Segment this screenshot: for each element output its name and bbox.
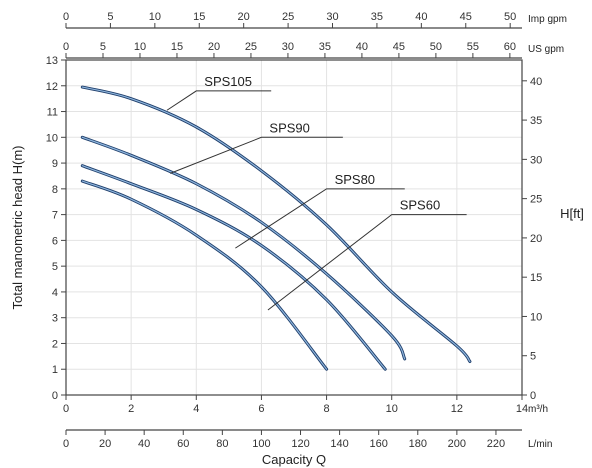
bottom-m3h-unit: m³/h xyxy=(528,404,548,415)
right-axis-tick-label: 5 xyxy=(530,351,536,363)
left-axis-tick-label: 4 xyxy=(52,287,58,299)
top-us-gpm-axis-tick-label: 10 xyxy=(134,41,146,53)
left-axis-tick-label: 11 xyxy=(47,107,58,119)
bottom-lmin-axis-unit: L/min xyxy=(528,439,552,450)
top-imp-gpm-axis-tick-label: 25 xyxy=(282,11,294,23)
top-us-gpm-axis-tick-label: 60 xyxy=(504,41,516,53)
plot-frame xyxy=(65,59,523,396)
top-us-gpm-axis-unit: US gpm xyxy=(528,44,564,55)
left-axis-tick-label: 9 xyxy=(52,158,58,170)
bottom-axis-title: Capacity Q xyxy=(262,452,326,467)
bottom-lmin-axis-tick-label: 120 xyxy=(291,438,309,450)
curve-sps60 xyxy=(81,180,328,370)
left-axis-tick-label: 7 xyxy=(52,210,58,222)
curve-label-sps105: SPS105 xyxy=(204,74,252,89)
leader-line-sps80 xyxy=(235,188,405,249)
top-us-gpm-axis-tick-label: 40 xyxy=(356,41,368,53)
bottom-m3h-tick-label: 12 xyxy=(451,403,463,415)
top-imp-gpm-axis-tick-label: 40 xyxy=(415,11,427,23)
bottom-m3h-tick-label: 2 xyxy=(128,403,134,415)
bottom-m3h-tick-label: 0 xyxy=(63,403,69,415)
top-us-gpm-axis-tick-label: 45 xyxy=(393,41,405,53)
bottom-lmin-axis-tick-label: 80 xyxy=(216,438,228,450)
curve-sps80 xyxy=(81,165,386,370)
bottom-lmin-axis-tick-label: 20 xyxy=(99,438,111,450)
top-us-gpm-axis-tick-label: 20 xyxy=(208,41,220,53)
bottom-lmin-axis-tick-label: 100 xyxy=(252,438,270,450)
top-us-gpm-axis-tick-label: 25 xyxy=(245,41,257,53)
left-axis-tick-label: 10 xyxy=(46,132,58,144)
top-imp-gpm-axis-tick-label: 45 xyxy=(460,11,472,23)
left-axis-tick-label: 0 xyxy=(52,390,58,402)
top-imp-gpm-axis-tick-label: 35 xyxy=(371,11,383,23)
top-us-gpm-axis-tick-label: 50 xyxy=(430,41,442,53)
bottom-m3h-tick-label: 14 xyxy=(516,403,528,415)
left-axis-tick-label: 2 xyxy=(52,338,58,350)
bottom-lmin-axis-tick-label: 60 xyxy=(177,438,189,450)
bottom-lmin-axis-tick-label: 160 xyxy=(370,438,388,450)
bottom-lmin-axis-tick-label: 140 xyxy=(330,438,348,450)
curve-label-sps60: SPS60 xyxy=(400,198,440,213)
top-us-gpm-axis-tick-label: 5 xyxy=(100,41,106,53)
right-axis-tick-label: 35 xyxy=(530,115,542,127)
bottom-lmin-axis-tick-label: 40 xyxy=(138,438,150,450)
top-us-gpm-axis-tick-label: 30 xyxy=(282,41,294,53)
curve-label-sps80: SPS80 xyxy=(335,172,375,187)
top-imp-gpm-axis-tick-label: 15 xyxy=(193,11,205,23)
left-axis-tick-label: 6 xyxy=(52,235,58,247)
right-axis-tick-label: 15 xyxy=(530,272,542,284)
left-axis-tick-label: 13 xyxy=(46,55,58,67)
bottom-m3h-tick-label: 4 xyxy=(193,403,199,415)
right-axis-tick-label: 30 xyxy=(530,154,542,166)
left-axis-title: Total manometric head H(m) xyxy=(10,146,25,310)
right-axis-tick-label: 20 xyxy=(530,233,542,245)
left-axis-tick-label: 3 xyxy=(52,313,58,325)
left-axis-tick-label: 8 xyxy=(52,184,58,196)
curve-sps90 xyxy=(81,136,406,360)
leader-line-sps105 xyxy=(166,90,272,111)
left-axis-tick-label: 5 xyxy=(52,261,58,273)
top-imp-gpm-axis-unit: Imp gpm xyxy=(528,14,567,25)
right-axis-tick-label: 0 xyxy=(530,390,536,402)
curve-sps60-outline xyxy=(80,179,329,371)
top-us-gpm-axis-tick-label: 35 xyxy=(319,41,331,53)
top-imp-gpm-axis-tick-label: 20 xyxy=(238,11,250,23)
curve-labels: SPS105 SPS90 SPS80 SPS60 xyxy=(166,74,467,311)
left-axis-tick-label: 12 xyxy=(46,81,58,93)
performance-curves xyxy=(80,85,472,371)
bottom-m3h-tick-label: 8 xyxy=(324,403,330,415)
top-imp-gpm-axis-tick-label: 5 xyxy=(107,11,113,23)
top-us-gpm-axis-tick-label: 15 xyxy=(171,41,183,53)
bottom-m3h-tick-label: 6 xyxy=(258,403,264,415)
leader-line-sps90 xyxy=(170,136,343,174)
leader-line-sps60 xyxy=(267,214,467,311)
bottom-lmin-axis-tick-label: 220 xyxy=(487,438,505,450)
bottom-lmin-axis-tick-label: 180 xyxy=(409,438,427,450)
bottom-m3h-tick-label: 10 xyxy=(386,403,398,415)
top-us-gpm-axis-tick-label: 0 xyxy=(63,41,69,53)
curve-label-sps90: SPS90 xyxy=(269,120,309,135)
top-us-gpm-axis-tick-label: 55 xyxy=(467,41,479,53)
top-imp-gpm-axis-tick-label: 50 xyxy=(504,11,516,23)
top-imp-gpm-axis-tick-label: 10 xyxy=(149,11,161,23)
top-imp-gpm-axis-tick-label: 0 xyxy=(63,11,69,23)
right-axis-tick-label: 25 xyxy=(530,194,542,206)
right-axis-title: H[ft] xyxy=(560,206,584,221)
bottom-lmin-axis-tick-label: 0 xyxy=(63,438,69,450)
left-axis-tick-label: 1 xyxy=(52,364,58,376)
curve-sps105 xyxy=(81,86,471,363)
right-axis-tick-label: 40 xyxy=(530,76,542,88)
right-axis-tick-label: 10 xyxy=(530,311,542,323)
top-imp-gpm-axis-tick-label: 30 xyxy=(326,11,338,23)
bottom-lmin-axis-tick-label: 200 xyxy=(448,438,466,450)
